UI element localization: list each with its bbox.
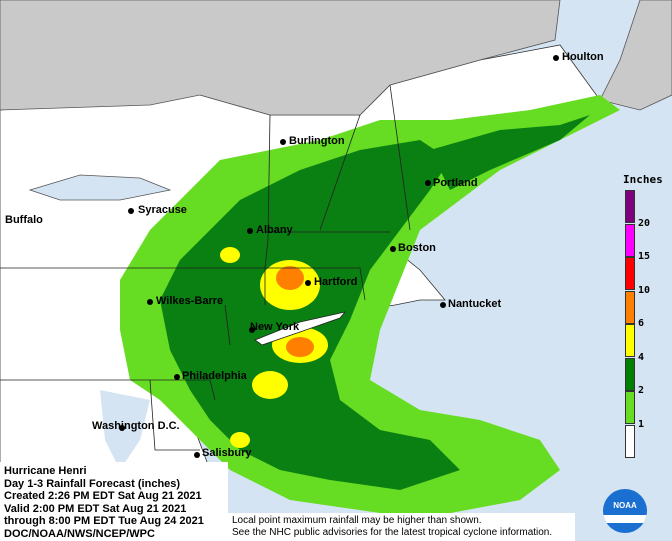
created-time: Created 2:26 PM EDT Sat Aug 21 2021	[4, 490, 202, 502]
legend: Inches 20 15 10 6 4 2 1	[620, 170, 672, 470]
legend-swatch	[625, 391, 635, 424]
legend-swatch	[625, 290, 635, 324]
city-label: Albany	[256, 224, 293, 236]
legend-label: 1	[638, 418, 645, 430]
legend-swatch	[625, 257, 635, 290]
city-dot	[247, 228, 253, 234]
city-dot	[249, 327, 255, 333]
valid-start: Valid 2:00 PM EDT Sat Aug 21 2021	[4, 502, 187, 515]
city-dot	[553, 55, 559, 61]
note-line-2: See the NHC public advisories for the la…	[232, 527, 553, 538]
city-label: Philadelphia	[182, 370, 247, 382]
legend-title: Inches	[623, 173, 663, 186]
logo-text: NOAA	[613, 501, 637, 510]
city-label: Salisbury	[202, 447, 252, 459]
city-dot	[425, 180, 431, 186]
disclaimer-note: Local point maximum rainfall may be high…	[228, 513, 575, 541]
legend-label: 2	[638, 385, 645, 396]
city-label: Houlton	[562, 51, 604, 63]
chesapeake	[100, 390, 150, 470]
legend-swatch	[625, 190, 635, 223]
legend-label: 4	[638, 351, 645, 363]
city-dot	[440, 302, 446, 308]
lake-ontario	[28, 174, 172, 201]
city-label: Wilkes-Barre	[156, 295, 224, 307]
rain-orange	[276, 266, 314, 357]
city-dot	[174, 374, 180, 380]
city-dot	[280, 139, 286, 145]
city-dot	[305, 280, 311, 286]
valid-end: through 8:00 PM EDT Tue Aug 24 2021	[4, 515, 204, 527]
city-dot	[194, 452, 200, 458]
city-label: Syracuse	[138, 204, 187, 216]
title-block: Hurricane Henri Day 1-3 Rainfall Forecas…	[0, 462, 228, 541]
product-name: Day 1-3 Rainfall Forecast (inches)	[4, 477, 181, 490]
city-dot	[128, 208, 134, 214]
city-label: Nantucket	[448, 298, 502, 310]
storm-name: Hurricane Henri	[4, 465, 87, 477]
legend-label: 20	[638, 217, 651, 229]
city-label: Washington D.C.	[92, 420, 180, 432]
city-label: Portland	[433, 177, 478, 189]
legend-swatch	[625, 357, 635, 391]
city-label: Boston	[398, 242, 436, 254]
noaa-logo: NOAA	[603, 489, 647, 533]
city-dot	[147, 299, 153, 305]
rain-dark	[160, 115, 590, 490]
legend-swatch	[625, 424, 635, 458]
legend-swatch	[625, 324, 635, 357]
city-label: Buffalo	[5, 214, 43, 226]
city-label: New York	[250, 321, 300, 333]
note-line-1: Local point maximum rainfall may be high…	[232, 515, 482, 526]
long-island	[254, 311, 347, 346]
city-label: Burlington	[289, 135, 345, 147]
city-label: Hartford	[314, 276, 358, 288]
legend-swatch	[625, 223, 635, 257]
city-dot	[119, 425, 125, 431]
legend-label: 6	[638, 318, 645, 329]
legend-label: 10	[638, 284, 651, 296]
legend-label: 15	[638, 251, 651, 262]
state-borders	[0, 84, 411, 451]
agency: DOC/NOAA/NWS/NCEP/WPC	[4, 527, 155, 540]
city-dot	[390, 246, 396, 252]
